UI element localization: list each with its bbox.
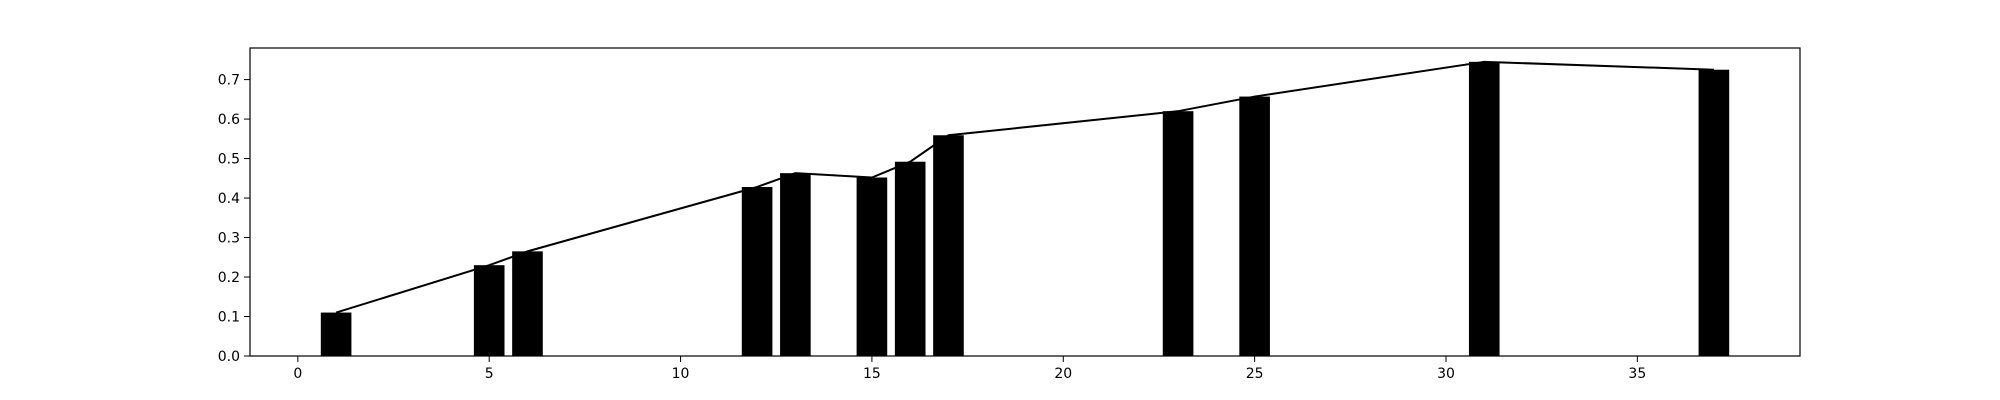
bar: [320, 312, 352, 356]
x-tick-label: 10: [672, 366, 690, 382]
plot-area: [250, 48, 1800, 356]
x-tick-label: 25: [1246, 366, 1264, 382]
x-tick-label: 5: [485, 366, 494, 382]
x-tick-label: 0: [293, 366, 302, 382]
y-tick-label: 0.0: [218, 349, 240, 365]
y-tick-label: 0.1: [218, 310, 240, 326]
y-axis: 0.0 0.1 0.2 0.3 0.4 0.5 0.6 0.7: [218, 73, 250, 365]
series-line: [335, 60, 1714, 314]
bar: [856, 177, 888, 356]
bar: [473, 265, 505, 356]
bar: [933, 135, 964, 356]
bar: [1162, 111, 1194, 356]
bar: [780, 173, 811, 356]
plot-frame: [249, 47, 1801, 357]
y-tick-label: 0.5: [218, 152, 240, 168]
y-tick-label: 0.7: [218, 73, 240, 89]
y-tick-label: 0.3: [218, 231, 240, 247]
y-tick-label: 0.6: [218, 112, 240, 128]
x-tick-label: 20: [1054, 366, 1072, 382]
x-tick-label: 15: [863, 366, 881, 382]
bars-group: [320, 61, 1730, 357]
bar: [1698, 69, 1730, 356]
bar: [741, 186, 773, 356]
y-tick-label: 0.4: [218, 191, 240, 207]
x-tick-label: 30: [1437, 366, 1455, 382]
bar: [512, 251, 543, 356]
x-axis: 0 5 10 15 20 25 30 35: [293, 356, 1646, 382]
bar: [1468, 61, 1500, 356]
y-tick-label: 0.2: [218, 270, 240, 286]
x-tick-label: 35: [1628, 366, 1646, 382]
bar: [894, 161, 926, 356]
bar: [1239, 96, 1270, 357]
